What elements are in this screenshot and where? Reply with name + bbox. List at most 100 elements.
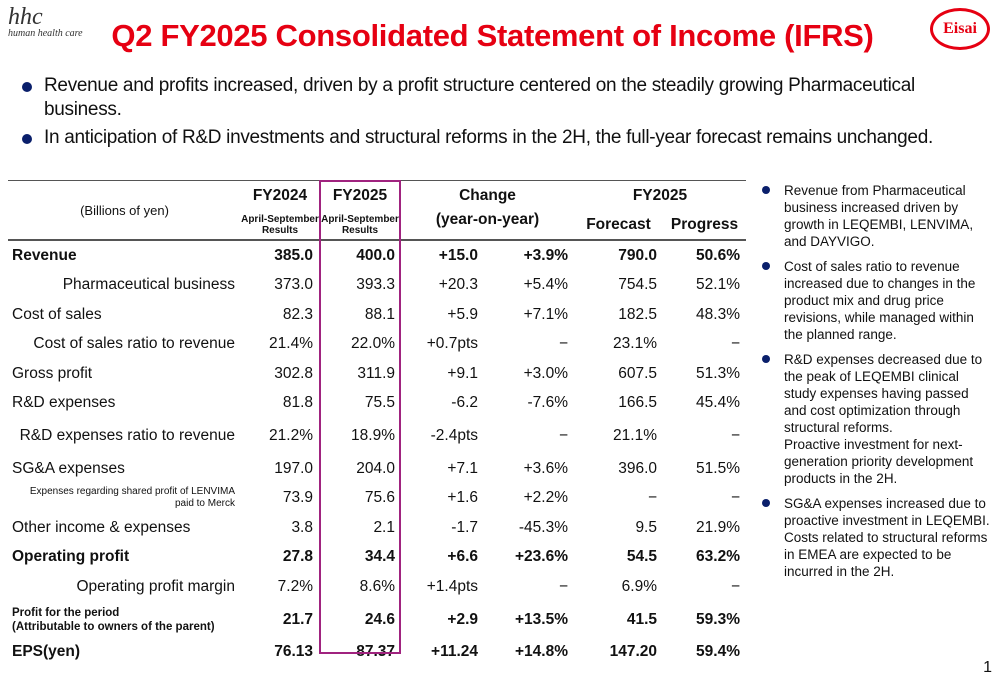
table-row: Operating profit 27.8 34.4 +6.6 +23.6% 54.5 63… <box>8 543 746 573</box>
cell: 21.1% <box>613 427 657 444</box>
cell: -1.7 <box>451 518 478 536</box>
table-row: Cost of sales 82.3 88.1 +5.9 +7.1% 182.5 48.3% <box>8 300 746 330</box>
cell: -6.2 <box>451 394 478 412</box>
cell: 373.0 <box>274 276 313 294</box>
cell: +7.1% <box>523 305 568 323</box>
column-header: FY2025 <box>319 180 401 211</box>
brand-logo: Eisai <box>930 8 990 50</box>
note: Revenue from Pharmaceutical business inc… <box>762 182 990 250</box>
table-row: Pharmaceutical business 373.0 393.3 +20.3 +5… <box>8 271 746 301</box>
cell: 385.0 <box>274 246 313 264</box>
cell: +5.9 <box>447 305 478 323</box>
table-row: Profit for the period (Attributable to o… <box>8 602 746 638</box>
column-header: Change <box>401 180 574 211</box>
logo-subtitle: human health care <box>8 28 83 39</box>
cell: +1.4pts <box>426 577 478 595</box>
cell: 21.7 <box>282 610 313 628</box>
cell: 41.5 <box>626 610 657 628</box>
cell: 82.3 <box>282 305 313 323</box>
table-row: R&D expenses 81.8 75.5 -6.2 -7.6% 166.5 45.4% <box>8 389 746 419</box>
cell: 21.2% <box>269 427 313 444</box>
cell: 22.0% <box>351 335 395 353</box>
table-row: R&D expenses ratio to revenue 21.2% 18.9% -… <box>8 418 746 454</box>
row-label: EPS(yen) <box>12 643 81 661</box>
row-label: R&D expenses ratio to revenue <box>19 427 235 444</box>
cell: 24.6 <box>364 610 395 628</box>
cell: +3.0% <box>523 364 568 382</box>
cell: -2.4pts <box>430 427 478 444</box>
cell: − <box>558 577 568 595</box>
cell: +1.6 <box>447 489 478 507</box>
page-number: 1 <box>983 659 992 676</box>
cell: 88.1 <box>364 305 395 323</box>
note: R&D expenses decreased due to the peak o… <box>762 351 990 487</box>
cell: -45.3% <box>518 518 568 536</box>
cell: − <box>558 427 568 444</box>
cell: 87.37 <box>356 643 395 661</box>
cell: +7.1 <box>447 459 478 477</box>
cell: 54.5 <box>626 548 657 566</box>
cell: 204.0 <box>356 459 395 477</box>
table-row: Cost of sales ratio to revenue 21.4% 22.0%… <box>8 330 746 360</box>
cell: 3.8 <box>291 518 313 536</box>
cell: 182.5 <box>618 305 657 323</box>
cell: +23.6% <box>514 548 568 566</box>
cell: − <box>730 489 740 507</box>
table-row: Other income & expenses 3.8 2.1 -1.7 -45.3% 9… <box>8 513 746 543</box>
slide-title: Q2 FY2025 Consolidated Statement of Inco… <box>111 18 874 53</box>
cell: 21.4% <box>269 335 313 353</box>
cell: 59.3% <box>696 610 740 628</box>
bullet: In anticipation of R&D investments and s… <box>22 126 982 150</box>
cell: 63.2% <box>696 548 740 566</box>
cell: 197.0 <box>274 459 313 477</box>
cell: 76.13 <box>274 643 313 661</box>
cell: +5.4% <box>523 276 568 294</box>
row-label: Revenue <box>12 246 77 264</box>
cell: 166.5 <box>618 394 657 412</box>
cell: +2.2% <box>523 489 568 507</box>
note: Cost of sales ratio to revenue increased… <box>762 258 990 343</box>
column-subheader: (year-on-year) <box>401 211 574 241</box>
row-label: Expenses regarding shared profit of LENV… <box>29 486 235 510</box>
cell: +20.3 <box>438 276 478 294</box>
cell: +14.8% <box>514 643 568 661</box>
cell: 52.1% <box>696 276 740 294</box>
row-label: Cost of sales ratio to revenue <box>33 335 235 353</box>
cell: +15.0 <box>438 246 478 264</box>
cell: 2.1 <box>373 518 395 536</box>
cell: +3.6% <box>523 459 568 477</box>
cell: 27.8 <box>282 548 313 566</box>
column-subheader: April-September Results <box>241 211 319 241</box>
cell: 8.6% <box>359 577 395 595</box>
cell: 311.9 <box>357 364 395 382</box>
bullet: Revenue and profits increased, driven by… <box>22 74 982 122</box>
row-label: Gross profit <box>12 364 93 382</box>
cell: 790.0 <box>618 246 657 264</box>
cell: 6.9% <box>621 577 657 595</box>
cell: 400.0 <box>356 246 395 264</box>
table-row: Operating profit margin 7.2% 8.6% +1.4pts − 6… <box>8 572 746 602</box>
row-label: Cost of sales <box>12 305 102 323</box>
cell: 59.4% <box>696 643 740 661</box>
cell: 51.5% <box>696 459 740 477</box>
table-row: Revenue 385.0 400.0 +15.0 +3.9% 790.0 50.6% <box>8 240 746 271</box>
column-header: FY2024 <box>241 180 319 211</box>
cell: 45.4% <box>696 394 740 412</box>
cell: 396.0 <box>618 459 657 477</box>
column-subheader: Forecast <box>574 211 663 241</box>
row-label: Other income & expenses <box>12 518 191 536</box>
cell: 393.3 <box>356 276 395 294</box>
table-body: Revenue 385.0 400.0 +15.0 +3.9% 790.0 50.6% Pha… <box>8 240 746 667</box>
table-row: Expenses regarding shared profit of LENV… <box>8 484 746 514</box>
row-label: R&D expenses <box>12 394 116 412</box>
cell: +2.9 <box>447 610 478 628</box>
cell: − <box>558 335 568 353</box>
cell: 754.5 <box>618 276 657 294</box>
logo: hhc human health care <box>8 4 83 39</box>
summary-bullets: Revenue and profits increased, driven by… <box>22 74 982 154</box>
cell: 81.8 <box>282 394 313 412</box>
cell: 34.4 <box>364 548 395 566</box>
cell: -7.6% <box>527 394 569 412</box>
cell: +13.5% <box>514 610 568 628</box>
